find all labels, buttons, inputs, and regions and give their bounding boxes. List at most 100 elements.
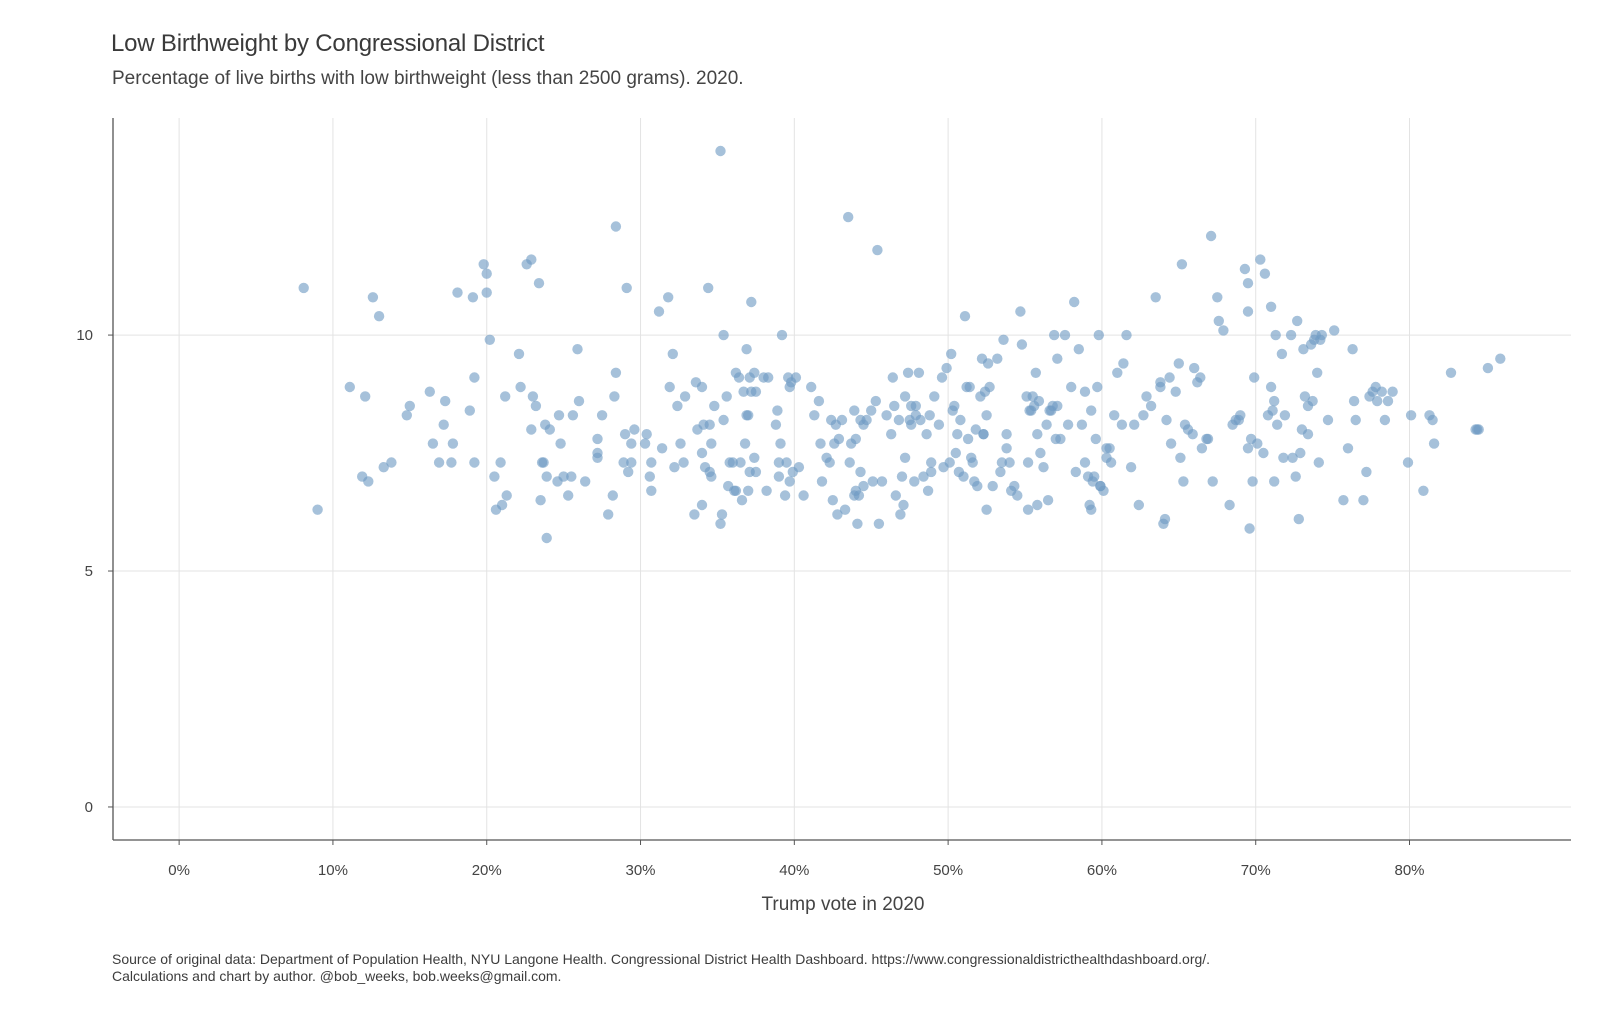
data-point xyxy=(1278,452,1289,463)
data-point xyxy=(1307,395,1318,407)
data-point xyxy=(972,480,983,492)
data-point xyxy=(678,457,689,468)
data-point xyxy=(1255,254,1266,265)
data-point xyxy=(618,457,629,468)
data-point xyxy=(626,438,637,449)
data-point xyxy=(773,457,785,468)
data-point xyxy=(373,311,385,322)
data-point xyxy=(469,372,480,383)
data-point xyxy=(1175,452,1186,463)
data-point xyxy=(596,410,608,421)
data-point xyxy=(1133,499,1145,511)
data-point xyxy=(1159,513,1171,525)
data-point xyxy=(481,287,492,298)
data-point xyxy=(1265,381,1277,393)
data-point xyxy=(566,471,577,482)
data-point xyxy=(770,419,782,430)
data-point xyxy=(909,476,920,487)
data-point xyxy=(1105,457,1117,468)
data-point xyxy=(1012,490,1023,501)
data-point xyxy=(824,457,835,468)
data-point xyxy=(538,457,549,468)
data-point xyxy=(1004,457,1015,468)
data-point xyxy=(773,471,785,482)
data-point xyxy=(750,466,762,478)
data-point xyxy=(1276,348,1288,360)
data-point xyxy=(743,410,754,421)
data-point xyxy=(555,438,566,449)
data-point xyxy=(749,452,760,463)
data-point xyxy=(495,457,506,468)
data-point xyxy=(672,400,683,412)
data-point xyxy=(626,457,637,468)
data-point xyxy=(959,311,971,322)
data-point xyxy=(1022,457,1034,468)
data-point xyxy=(952,429,963,440)
data-point xyxy=(772,405,783,416)
data-point xyxy=(866,405,877,416)
data-point xyxy=(790,372,802,383)
data-point xyxy=(378,462,389,473)
data-point xyxy=(621,282,632,294)
data-point xyxy=(464,405,475,416)
data-point xyxy=(743,485,754,496)
data-point xyxy=(806,381,817,393)
data-point xyxy=(1176,259,1188,270)
data-point xyxy=(623,466,634,478)
data-point xyxy=(1387,386,1398,397)
data-point xyxy=(1239,263,1251,275)
data-point xyxy=(867,476,878,487)
data-point xyxy=(836,414,848,426)
data-point xyxy=(715,145,726,157)
data-point xyxy=(1312,367,1323,378)
data-point xyxy=(1279,410,1291,421)
data-point xyxy=(1009,480,1020,492)
data-point xyxy=(553,410,565,421)
data-point xyxy=(1079,457,1091,468)
data-point xyxy=(1376,386,1388,397)
data-point xyxy=(915,414,926,426)
data-point xyxy=(1052,353,1063,364)
source-note: Source of original data: Department of P… xyxy=(112,951,1211,967)
data-point xyxy=(898,499,909,511)
data-point xyxy=(1338,495,1349,506)
data-point xyxy=(895,509,906,520)
data-point xyxy=(918,471,929,482)
data-point xyxy=(1141,391,1152,402)
x-tick-label: 10% xyxy=(318,862,348,879)
data-point xyxy=(496,499,508,511)
x-tick-label: 40% xyxy=(779,862,809,879)
data-point xyxy=(706,471,717,482)
data-point xyxy=(580,476,591,487)
data-point xyxy=(733,372,745,383)
data-point xyxy=(843,211,854,223)
data-point xyxy=(1022,504,1034,515)
data-point xyxy=(1062,419,1074,430)
data-point xyxy=(899,391,911,402)
x-tick-label: 30% xyxy=(626,862,656,879)
data-point xyxy=(887,372,898,383)
data-point xyxy=(1242,278,1254,289)
data-point xyxy=(1350,414,1361,426)
data-point xyxy=(567,410,579,421)
data-point xyxy=(1001,443,1012,454)
data-point xyxy=(850,433,861,445)
data-point xyxy=(852,518,863,529)
data-point xyxy=(1001,429,1012,440)
data-point xyxy=(610,221,622,232)
data-point xyxy=(981,504,992,515)
data-point xyxy=(609,391,620,402)
data-point xyxy=(984,381,995,393)
data-point xyxy=(1213,315,1225,327)
data-point xyxy=(541,471,552,482)
data-point xyxy=(541,532,552,544)
data-point xyxy=(629,424,640,435)
data-point xyxy=(1042,495,1054,506)
data-point xyxy=(981,410,992,421)
data-point xyxy=(610,367,622,378)
x-tick-label: 50% xyxy=(933,862,963,879)
data-point xyxy=(1272,419,1283,430)
data-point xyxy=(689,509,700,520)
x-axis-title: Trump vote in 2020 xyxy=(762,894,925,915)
data-point xyxy=(500,391,511,402)
